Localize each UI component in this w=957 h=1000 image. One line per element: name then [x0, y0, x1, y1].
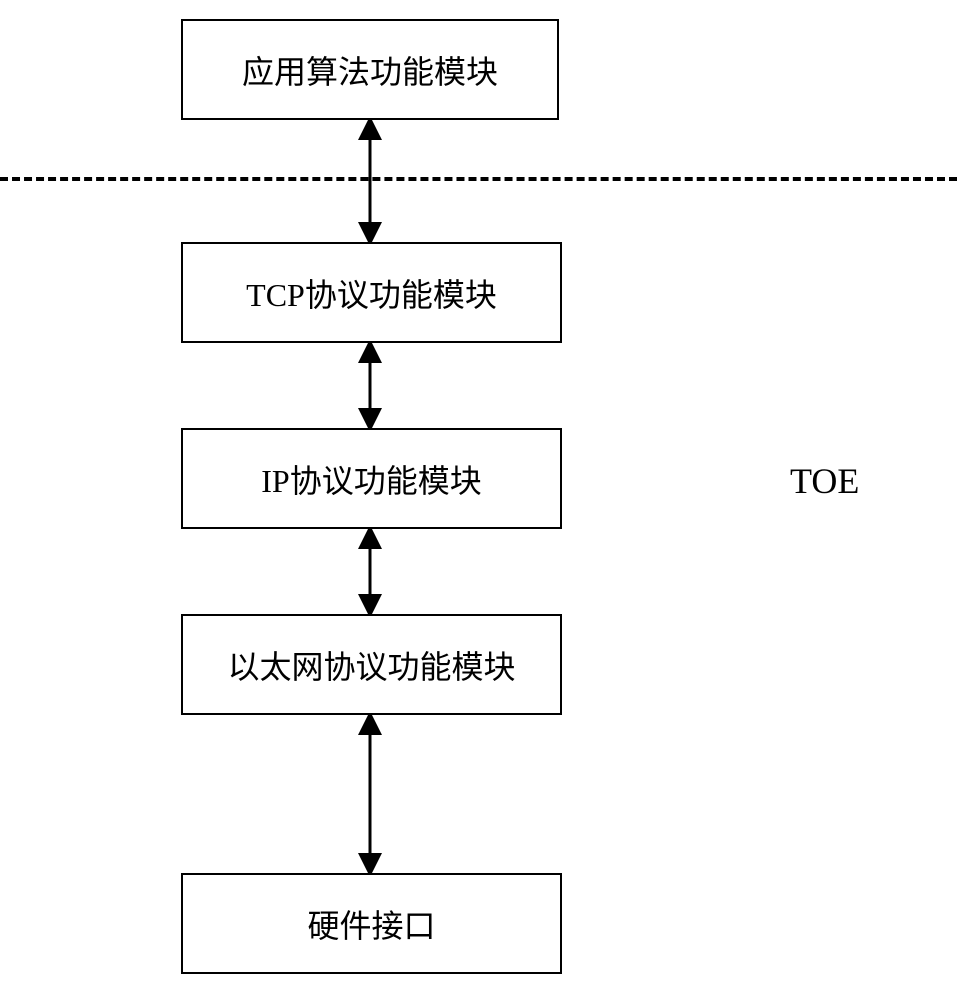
separator-line [0, 177, 957, 181]
box-label: IP协议功能模块 [261, 456, 481, 502]
arrow-1 [354, 120, 386, 242]
box-label: 以太网协议功能模块 [227, 642, 515, 688]
arrow-2 [354, 343, 386, 428]
box-hardware-interface: 硬件接口 [181, 873, 562, 974]
box-app-algorithm: 应用算法功能模块 [181, 19, 559, 120]
box-label: 应用算法功能模块 [242, 47, 498, 93]
box-label: 硬件接口 [307, 901, 435, 947]
arrow-4 [354, 715, 386, 873]
box-tcp-protocol: TCP协议功能模块 [181, 242, 562, 343]
toe-label: TOE [790, 460, 859, 502]
box-label: TCP协议功能模块 [246, 270, 497, 316]
flowchart-diagram: 应用算法功能模块 TCP协议功能模块 IP协议功能模块 以太网协议功能模块 硬件… [0, 0, 957, 1000]
arrow-3 [354, 529, 386, 614]
box-ethernet-protocol: 以太网协议功能模块 [181, 614, 562, 715]
box-ip-protocol: IP协议功能模块 [181, 428, 562, 529]
